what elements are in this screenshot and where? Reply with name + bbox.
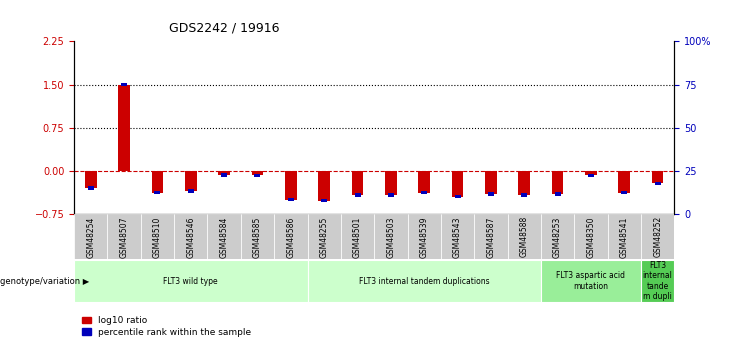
Bar: [252, 171, 263, 175]
Bar: [619, 171, 630, 193]
Bar: [419, 171, 430, 193]
Bar: [341, 214, 374, 259]
Bar: [285, 171, 296, 199]
Text: GSM48543: GSM48543: [453, 216, 462, 258]
Bar: [408, 214, 441, 259]
Bar: [85, 171, 96, 188]
Bar: [121, 83, 127, 86]
Bar: [519, 171, 530, 195]
Bar: [254, 174, 261, 177]
Bar: [207, 214, 241, 259]
Bar: [608, 214, 641, 259]
Bar: [288, 198, 294, 201]
Bar: [654, 182, 661, 185]
Text: genotype/variation ▶: genotype/variation ▶: [0, 277, 89, 286]
Bar: [374, 214, 408, 259]
Bar: [521, 193, 528, 197]
Bar: [74, 214, 107, 259]
Text: GSM48507: GSM48507: [119, 216, 129, 258]
Bar: [174, 214, 207, 259]
Bar: [141, 214, 174, 259]
Bar: [641, 260, 674, 302]
Bar: [541, 260, 641, 302]
Text: GDS2242 / 19916: GDS2242 / 19916: [169, 21, 279, 34]
Bar: [488, 192, 494, 196]
Text: FLT3
internal
tande
m dupli: FLT3 internal tande m dupli: [642, 261, 673, 301]
Bar: [574, 214, 608, 259]
Text: FLT3 aspartic acid
mutation: FLT3 aspartic acid mutation: [556, 272, 625, 291]
Bar: [119, 85, 130, 171]
Bar: [241, 214, 274, 259]
Text: GSM48546: GSM48546: [186, 216, 196, 258]
Bar: [87, 186, 94, 190]
Bar: [185, 171, 196, 191]
Text: GSM48501: GSM48501: [353, 216, 362, 257]
Text: GSM48586: GSM48586: [286, 216, 296, 257]
Bar: [354, 193, 361, 197]
Bar: [221, 173, 227, 177]
Text: GSM48252: GSM48252: [653, 216, 662, 257]
Bar: [588, 174, 594, 177]
Bar: [441, 214, 474, 259]
Bar: [454, 195, 461, 198]
Text: GSM48254: GSM48254: [86, 216, 96, 257]
Text: GSM48539: GSM48539: [419, 216, 429, 258]
Bar: [352, 171, 363, 195]
Bar: [219, 171, 230, 175]
Text: GSM48503: GSM48503: [386, 216, 396, 258]
Bar: [385, 171, 396, 195]
Bar: [621, 191, 628, 194]
Text: GSM48541: GSM48541: [619, 216, 629, 257]
Text: GSM48253: GSM48253: [553, 216, 562, 257]
Bar: [107, 214, 141, 259]
Text: GSM48587: GSM48587: [486, 216, 496, 257]
Bar: [152, 171, 163, 193]
Text: GSM48588: GSM48588: [519, 216, 529, 257]
Bar: [308, 214, 341, 259]
Bar: [388, 193, 394, 197]
Bar: [474, 214, 508, 259]
Bar: [421, 191, 428, 194]
Text: GSM48585: GSM48585: [253, 216, 262, 257]
Bar: [74, 260, 308, 302]
Text: GSM48510: GSM48510: [153, 216, 162, 257]
Bar: [321, 199, 328, 203]
Bar: [652, 171, 663, 184]
Bar: [585, 171, 597, 175]
Bar: [452, 171, 463, 197]
Bar: [154, 191, 161, 194]
Text: FLT3 wild type: FLT3 wild type: [164, 277, 218, 286]
Text: GSM48350: GSM48350: [586, 216, 596, 258]
Bar: [319, 171, 330, 201]
Bar: [485, 171, 496, 194]
Bar: [274, 214, 308, 259]
Bar: [541, 214, 574, 259]
Text: FLT3 internal tandem duplications: FLT3 internal tandem duplications: [359, 277, 490, 286]
Bar: [308, 260, 541, 302]
Bar: [554, 192, 561, 196]
Legend: log10 ratio, percentile rank within the sample: log10 ratio, percentile rank within the …: [79, 313, 255, 341]
Bar: [187, 189, 194, 193]
Text: GSM48584: GSM48584: [219, 216, 229, 257]
Bar: [641, 214, 674, 259]
Bar: [552, 171, 563, 194]
Text: GSM48255: GSM48255: [319, 216, 329, 257]
Bar: [508, 214, 541, 259]
